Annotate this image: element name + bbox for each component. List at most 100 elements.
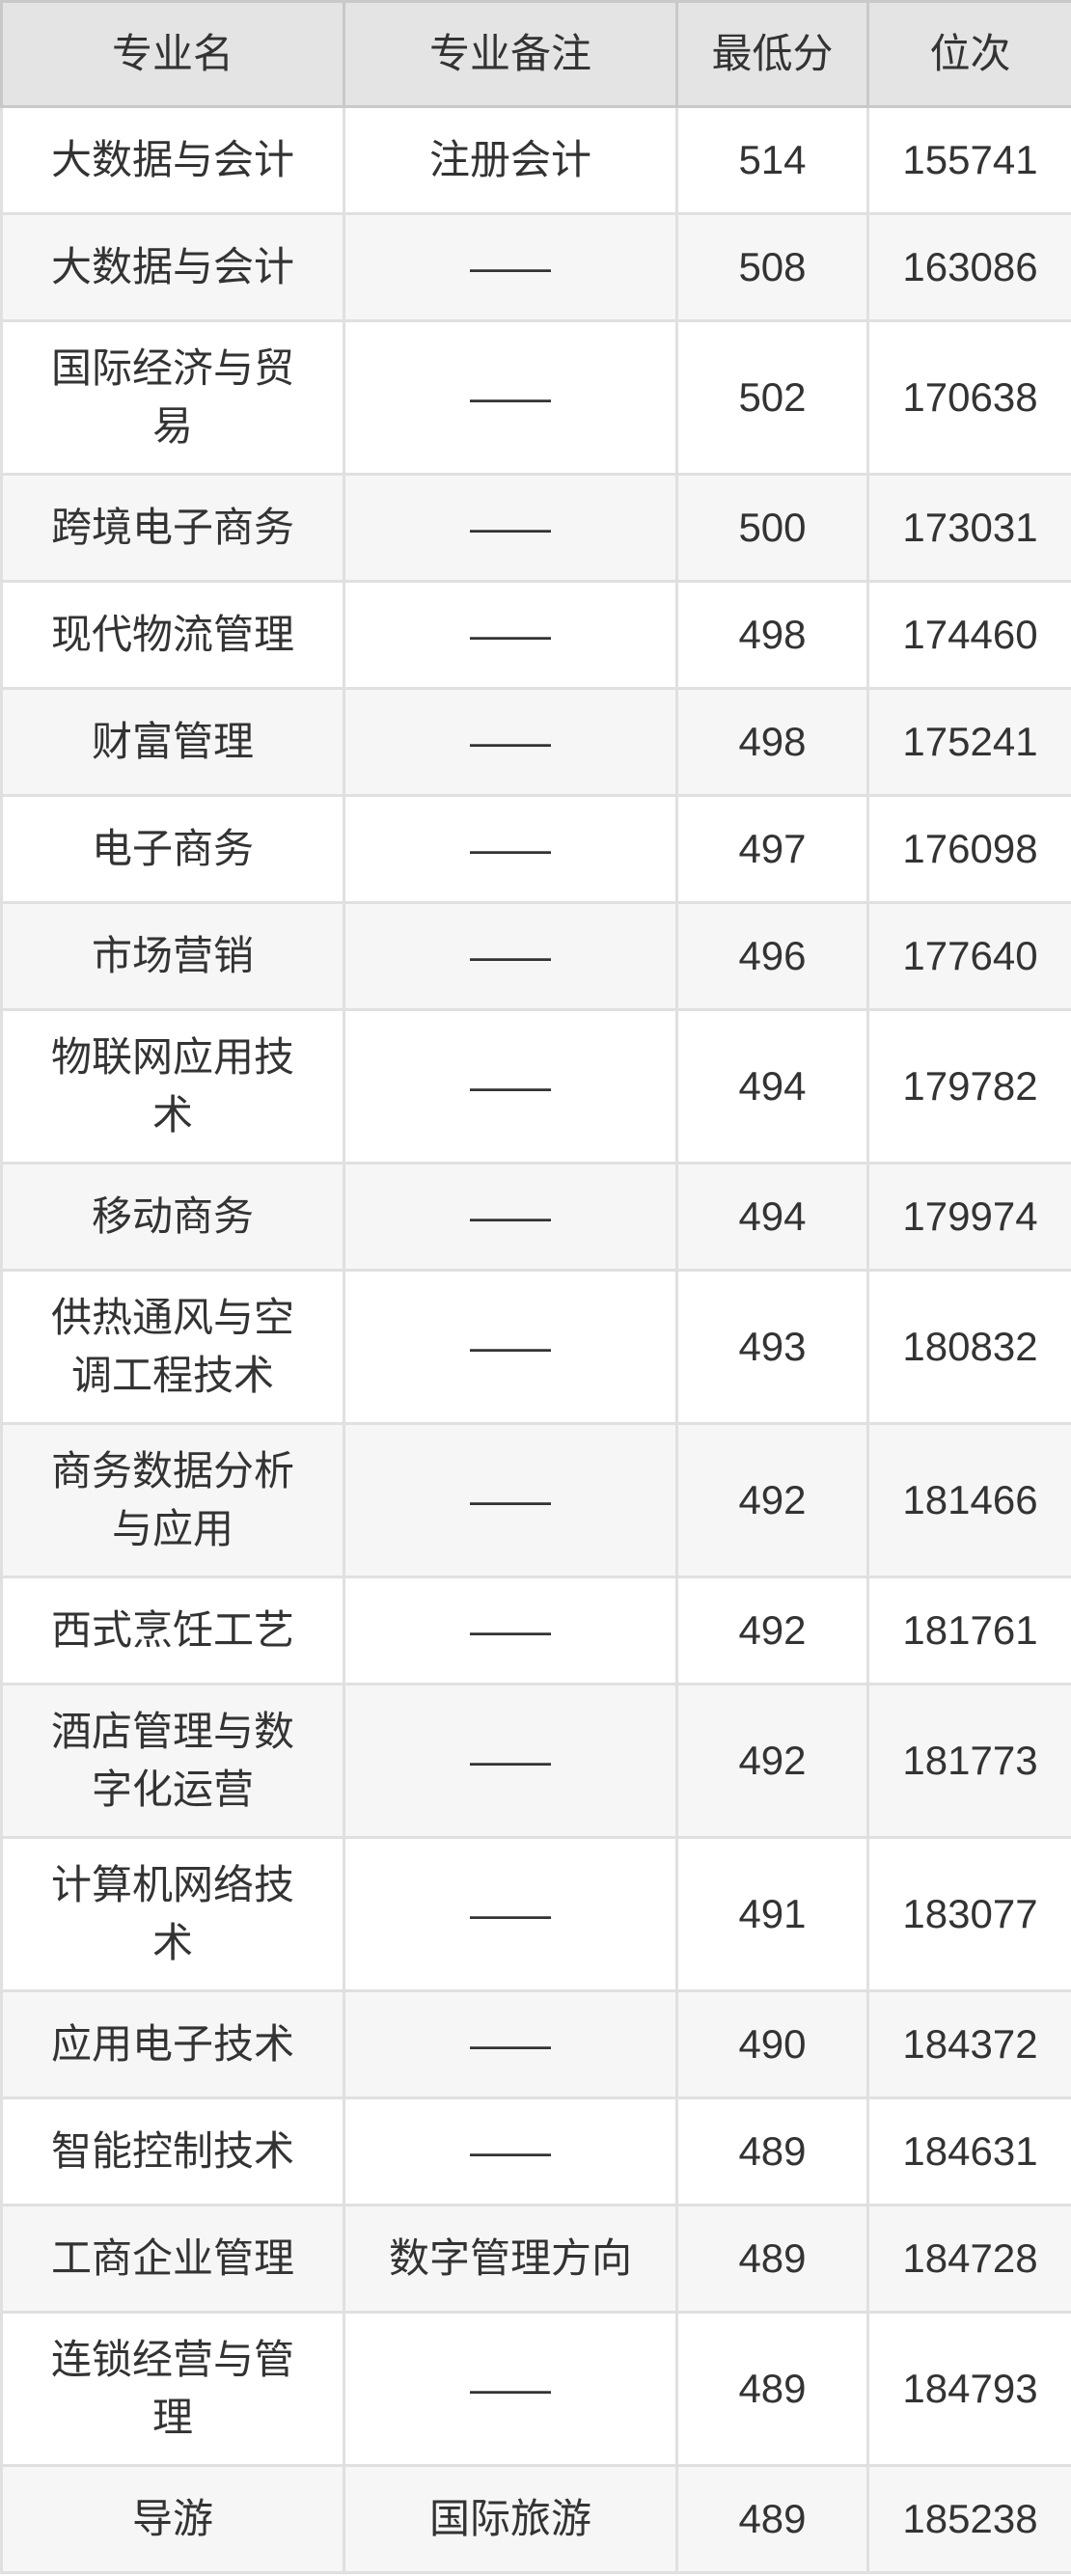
cell-rank: 181761: [866, 1576, 1071, 1685]
cell-rank: 174460: [866, 580, 1071, 690]
table-row: 国际经济与贸易 —— 502 170638: [0, 319, 1071, 476]
table-row: 应用电子技术 —— 490 184372: [0, 1989, 1071, 2099]
cell-min_score: 498: [675, 687, 869, 797]
cell-rank: 184793: [866, 2311, 1071, 2467]
table-row: 智能控制技术 —— 489 184631: [0, 2096, 1071, 2206]
cell-min_score: 498: [675, 580, 869, 690]
table-row: 财富管理 —— 498 175241: [0, 687, 1071, 797]
cell-min_score: 502: [675, 319, 869, 476]
cell-rank: 179782: [866, 1008, 1071, 1165]
cell-min_score: 500: [675, 473, 869, 583]
cell-note: 数字管理方向: [343, 2204, 678, 2314]
cell-note: ——: [343, 794, 678, 904]
cell-min_score: 492: [675, 1576, 869, 1685]
cell-min_score: 489: [675, 2204, 869, 2314]
cell-rank: 185238: [866, 2464, 1071, 2574]
table-row: 跨境电子商务 —— 500 173031: [0, 473, 1071, 583]
cell-major: 导游: [0, 2464, 345, 2574]
cell-major: 应用电子技术: [0, 1989, 345, 2099]
table-row: 工商企业管理 数字管理方向 489 184728: [0, 2204, 1071, 2314]
cell-rank: 181466: [866, 1422, 1071, 1578]
cell-major: 市场营销: [0, 901, 345, 1011]
cell-major: 智能控制技术: [0, 2096, 345, 2206]
cell-note: ——: [343, 1162, 678, 1272]
table-row: 计算机网络技术 —— 491 183077: [0, 1836, 1071, 1992]
cell-note: ——: [343, 473, 678, 583]
cell-major: 财富管理: [0, 687, 345, 797]
cell-note: ——: [343, 319, 678, 476]
cell-major: 现代物流管理: [0, 580, 345, 690]
cell-rank: 183077: [866, 1836, 1071, 1992]
cell-note: ——: [343, 2311, 678, 2467]
cell-min_score: 497: [675, 794, 869, 904]
table-row: 市场营销 —— 496 177640: [0, 901, 1071, 1011]
cell-min_score: 489: [675, 2464, 869, 2574]
column-header-note: 专业备注: [343, 0, 678, 108]
cell-note: ——: [343, 1683, 678, 1839]
cell-major: 酒店管理与数字化运营: [0, 1683, 345, 1839]
table-body: 大数据与会计 注册会计 514 155741 大数据与会计 —— 508 163086 国际经济…: [0, 105, 1071, 2574]
cell-major: 大数据与会计: [0, 212, 345, 322]
column-header-major: 专业名: [0, 0, 345, 108]
cell-min_score: 494: [675, 1008, 869, 1165]
cell-rank: 184728: [866, 2204, 1071, 2314]
cell-min_score: 496: [675, 901, 869, 1011]
cell-min_score: 514: [675, 105, 869, 215]
cell-rank: 180832: [866, 1269, 1071, 1425]
cell-note: ——: [343, 580, 678, 690]
cell-major: 电子商务: [0, 794, 345, 904]
table-row: 物联网应用技术 —— 494 179782: [0, 1008, 1071, 1165]
cell-min_score: 493: [675, 1269, 869, 1425]
cell-major: 国际经济与贸易: [0, 319, 345, 476]
cell-rank: 175241: [866, 687, 1071, 797]
cell-note: 国际旅游: [343, 2464, 678, 2574]
cell-rank: 184372: [866, 1989, 1071, 2099]
table-row: 连锁经营与管理 —— 489 184793: [0, 2311, 1071, 2467]
cell-rank: 184631: [866, 2096, 1071, 2206]
cell-min_score: 489: [675, 2096, 869, 2206]
cell-min_score: 492: [675, 1422, 869, 1578]
table-row: 酒店管理与数字化运营 —— 492 181773: [0, 1683, 1071, 1839]
cell-min_score: 508: [675, 212, 869, 322]
cell-major: 移动商务: [0, 1162, 345, 1272]
cell-rank: 179974: [866, 1162, 1071, 1272]
cell-note: ——: [343, 687, 678, 797]
cell-rank: 173031: [866, 473, 1071, 583]
table-row: 供热通风与空调工程技术 —— 493 180832: [0, 1269, 1071, 1425]
cell-min_score: 492: [675, 1683, 869, 1839]
cell-note: ——: [343, 1836, 678, 1992]
table-row: 西式烹饪工艺 —— 492 181761: [0, 1576, 1071, 1685]
cell-major: 大数据与会计: [0, 105, 345, 215]
cell-major: 跨境电子商务: [0, 473, 345, 583]
cell-rank: 170638: [866, 319, 1071, 476]
table-row: 电子商务 —— 497 176098: [0, 794, 1071, 904]
cell-min_score: 489: [675, 2311, 869, 2467]
cell-rank: 181773: [866, 1683, 1071, 1839]
cell-min_score: 491: [675, 1836, 869, 1992]
header-row: 专业名 专业备注 最低分 位次: [0, 0, 1071, 108]
cell-note: ——: [343, 1422, 678, 1578]
cell-note: ——: [343, 2096, 678, 2206]
cell-major: 西式烹饪工艺: [0, 1576, 345, 1685]
cell-rank: 163086: [866, 212, 1071, 322]
table-row: 导游 国际旅游 489 185238: [0, 2464, 1071, 2574]
table-row: 移动商务 —— 494 179974: [0, 1162, 1071, 1272]
column-header-rank: 位次: [866, 0, 1071, 108]
cell-note: ——: [343, 212, 678, 322]
cell-min_score: 490: [675, 1989, 869, 2099]
cell-rank: 176098: [866, 794, 1071, 904]
cell-note: ——: [343, 901, 678, 1011]
cell-rank: 177640: [866, 901, 1071, 1011]
cell-rank: 155741: [866, 105, 1071, 215]
cell-note: 注册会计: [343, 105, 678, 215]
table-row: 现代物流管理 —— 498 174460: [0, 580, 1071, 690]
cell-major: 工商企业管理: [0, 2204, 345, 2314]
cell-note: ——: [343, 1008, 678, 1165]
cell-note: ——: [343, 1576, 678, 1685]
cell-min_score: 494: [675, 1162, 869, 1272]
table-row: 大数据与会计 —— 508 163086: [0, 212, 1071, 322]
column-header-min_score: 最低分: [675, 0, 869, 108]
cell-major: 计算机网络技术: [0, 1836, 345, 1992]
table-row: 商务数据分析与应用 —— 492 181466: [0, 1422, 1071, 1578]
